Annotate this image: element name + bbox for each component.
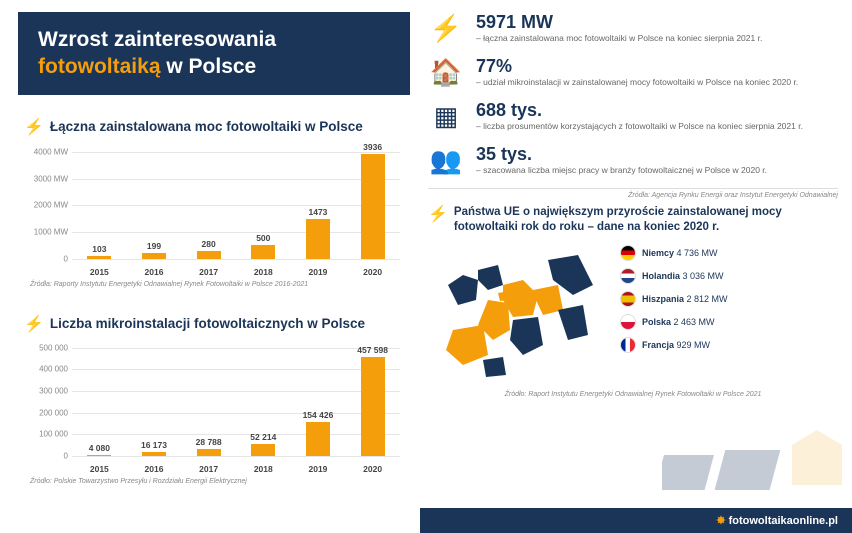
stat-number: 77% [476, 56, 838, 77]
house-icon: 🏠 [428, 56, 464, 88]
solar-bg-illustration [662, 425, 842, 505]
header-line1: Wzrost zainteresowania [38, 28, 276, 51]
country-row: Holandia 3 036 MW [620, 268, 838, 284]
europe-map [428, 245, 608, 385]
country-name: Holandia 3 036 MW [642, 271, 724, 281]
flag-es-icon [620, 291, 636, 307]
country-row: Niemcy 4 736 MW [620, 245, 838, 261]
chart1-panel: ⚡ Łączna zainstalowana moc fotowoltaiki … [18, 109, 410, 296]
stat-item: 🏠 77%– udział mikroinstalacji w zainstalo… [428, 56, 838, 88]
people-icon: 👥 [428, 144, 464, 176]
stat-desc: – liczba prosumentów korzystających z fo… [476, 121, 838, 132]
flag-pl-icon [620, 314, 636, 330]
country-row: Polska 2 463 MW [620, 314, 838, 330]
country-row: Francja 929 MW [620, 337, 838, 353]
chart2-title: ⚡ Liczba mikroinstalacji fotowoltaicznyc… [24, 314, 404, 334]
stats-source: Źródła: Agencja Rynku Energii oraz Insty… [428, 188, 838, 199]
stat-number: 688 tys. [476, 100, 838, 121]
chart1-title-text: Łączna zainstalowana moc fotowoltaiki w … [50, 119, 363, 134]
footer-brand: fotowoltaikaonline [729, 515, 826, 527]
country-list: Niemcy 4 736 MW Holandia 3 036 MW Hiszpani… [620, 245, 838, 385]
stats-block: ⚡ 5971 MW– łączna zainstalowana moc fotow… [428, 12, 838, 176]
bolt-icon: ⚡ [428, 205, 448, 235]
footer-tld: .pl [825, 515, 838, 527]
footer: ✸ fotowoltaikaonline.pl [420, 508, 852, 533]
chart1: 01000 MW2000 MW3000 MW4000 MW10319928050… [24, 147, 404, 277]
right-column: ⚡ 5971 MW– łączna zainstalowana moc fotow… [420, 0, 852, 533]
bolt-icon: ⚡ [428, 12, 464, 44]
main-header: Wzrost zainteresowania fotowoltaiką w Po… [18, 12, 410, 95]
eu-title-text: Państwa UE o największym przyroście zain… [454, 205, 838, 235]
left-column: Wzrost zainteresowania fotowoltaiką w Po… [0, 0, 420, 533]
panel-icon: ▦ [428, 100, 464, 132]
header-title: Wzrost zainteresowania fotowoltaiką w Po… [38, 26, 390, 81]
flag-nl-icon [620, 268, 636, 284]
flag-fr-icon [620, 337, 636, 353]
header-rest: w Polsce [161, 55, 257, 78]
eu-title: ⚡ Państwa UE o największym przyroście za… [428, 205, 838, 235]
country-name: Niemcy 4 736 MW [642, 248, 718, 258]
eu-content: Niemcy 4 736 MW Holandia 3 036 MW Hiszpani… [428, 245, 838, 385]
stat-number: 5971 MW [476, 12, 838, 33]
chart2-source: Źródło: Polskie Towarzystwo Przesyłu i R… [24, 478, 404, 485]
country-name: Francja 929 MW [642, 340, 710, 350]
stat-item: 👥 35 tys.– szacowana liczba miejsc pracy … [428, 144, 838, 176]
chart2-panel: ⚡ Liczba mikroinstalacji fotowoltaicznyc… [18, 306, 410, 493]
eu-source: Źródło: Raport Instytutu Energetyki Odna… [428, 391, 838, 398]
chart1-source: Źródła: Raporty Instytutu Energetyki Odn… [24, 281, 404, 288]
country-name: Polska 2 463 MW [642, 317, 715, 327]
bolt-icon: ⚡ [24, 314, 44, 334]
infographic-container: Wzrost zainteresowania fotowoltaiką w Po… [0, 0, 852, 533]
country-name: Hiszpania 2 812 MW [642, 294, 728, 304]
stat-item: ⚡ 5971 MW– łączna zainstalowana moc fotow… [428, 12, 838, 44]
footer-logo-icon: ✸ [716, 515, 725, 527]
chart2: 0100 000200 000300 000400 000500 0004 08… [24, 344, 404, 474]
chart1-title: ⚡ Łączna zainstalowana moc fotowoltaiki … [24, 117, 404, 137]
stat-number: 35 tys. [476, 144, 838, 165]
stat-item: ▦ 688 tys.– liczba prosumentów korzystają… [428, 100, 838, 132]
country-row: Hiszpania 2 812 MW [620, 291, 838, 307]
header-accent: fotowoltaiką [38, 55, 161, 78]
chart2-title-text: Liczba mikroinstalacji fotowoltaicznych … [50, 316, 365, 331]
bolt-icon: ⚡ [24, 117, 44, 137]
stat-desc: – szacowana liczba miejsc pracy w branży… [476, 165, 838, 176]
stat-desc: – łączna zainstalowana moc fotowoltaiki … [476, 33, 838, 44]
flag-de-icon [620, 245, 636, 261]
stat-desc: – udział mikroinstalacji w zainstalowane… [476, 77, 838, 88]
